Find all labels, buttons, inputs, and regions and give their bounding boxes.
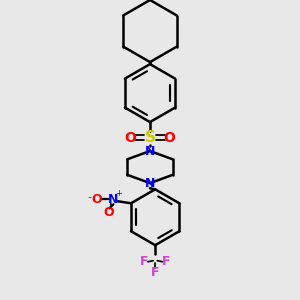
Text: F: F — [140, 255, 148, 268]
Text: -: - — [88, 192, 92, 202]
Text: F: F — [151, 266, 159, 279]
Text: N: N — [108, 193, 118, 206]
Text: N: N — [145, 145, 155, 158]
Text: F: F — [162, 255, 171, 268]
Text: O: O — [164, 130, 176, 145]
Text: O: O — [124, 130, 136, 145]
Text: N: N — [145, 177, 155, 190]
Text: +: + — [115, 190, 122, 199]
Text: O: O — [92, 193, 102, 206]
Text: S: S — [145, 130, 155, 145]
Text: O: O — [103, 206, 113, 219]
